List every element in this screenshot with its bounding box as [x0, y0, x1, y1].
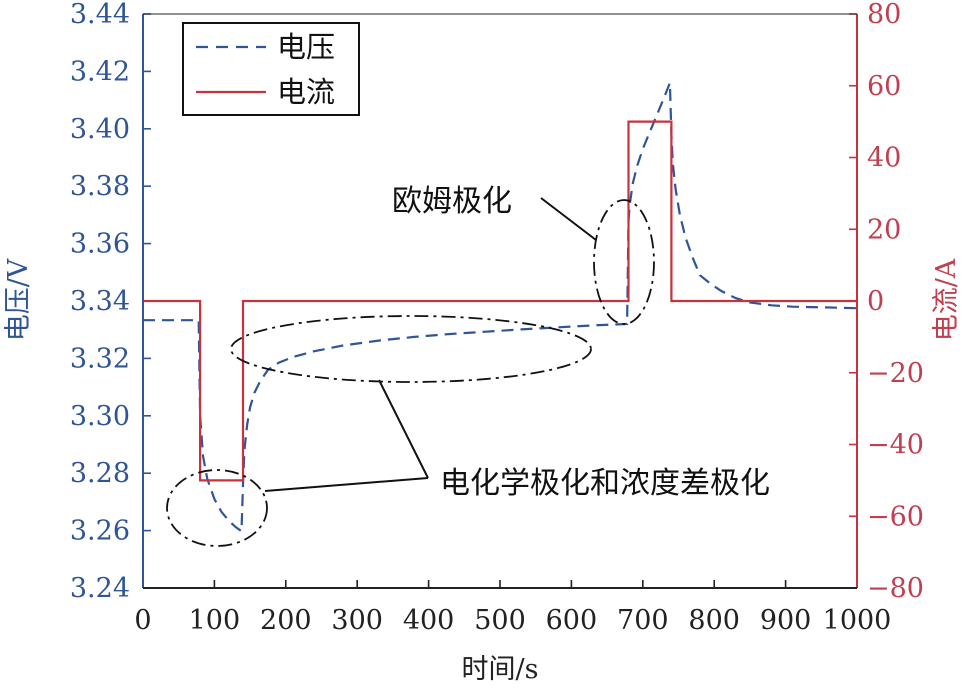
series-layer	[143, 82, 858, 534]
annotation-ohmic: 欧姆极化	[392, 184, 512, 219]
y-right-tick-label: −40	[867, 430, 924, 461]
series-current-line	[143, 120, 857, 482]
leader-ohmic	[540, 197, 597, 241]
y-left-tick-label: 3.36	[70, 229, 130, 260]
series-voltage-line	[143, 82, 858, 534]
y-left-tick-label: 3.28	[70, 458, 130, 489]
y-left-tick-label: 3.44	[70, 0, 130, 30]
y-right-tick-label: 40	[867, 143, 901, 174]
y-right-tick-label: −20	[867, 358, 924, 389]
y-right-axis-label: 电流/A	[931, 258, 962, 341]
legend-box	[182, 22, 360, 116]
x-tick-label: 400	[403, 605, 455, 636]
leader-electrochemical-2	[264, 477, 429, 492]
y-left-tick-label: 3.34	[70, 286, 130, 317]
ellipse-electrochemical-long	[230, 315, 592, 383]
x-tick-label: 500	[474, 605, 526, 636]
y-left-tick-label: 3.32	[70, 343, 130, 374]
y-left-axis-label: 电压/V	[3, 258, 34, 341]
x-tick-label: 200	[260, 605, 312, 636]
legend-label-current: 电流	[277, 75, 335, 109]
x-tick-label: 900	[760, 605, 812, 636]
legend-label-voltage: 电压	[277, 30, 335, 64]
legend: 电压 电流	[182, 22, 360, 116]
y-left-tick-label: 3.40	[70, 114, 130, 145]
x-tick-label: 1000	[823, 605, 892, 636]
annotation-electrochemical: 电化学极化和浓度差极化	[440, 466, 770, 501]
y-right-tick-label: 80	[867, 0, 901, 30]
y-right-tick-label: 20	[867, 214, 901, 245]
ticks-layer: 0 100 200 300 400 500 600 700 800 900 10003.243.26…	[70, 0, 924, 636]
y-left-tick-label: 3.30	[70, 401, 130, 432]
ellipse-electrochemical-dip	[166, 469, 268, 547]
leader-electrochemical-1	[378, 379, 429, 479]
x-tick-label: 700	[617, 605, 669, 636]
y-right-tick-label: 0	[867, 286, 884, 317]
x-tick-label: 600	[546, 605, 598, 636]
y-right-tick-label: 60	[867, 71, 901, 102]
x-tick-label: 800	[688, 605, 740, 636]
x-tick-label: 100	[189, 605, 241, 636]
x-tick-label: 0	[134, 605, 151, 636]
y-left-tick-label: 3.42	[70, 56, 130, 87]
y-right-tick-label: −60	[867, 501, 924, 532]
ellipse-ohmic	[593, 199, 655, 325]
y-left-tick-label: 3.38	[70, 171, 130, 202]
y-left-tick-label: 3.24	[70, 573, 130, 604]
x-axis-label: 时间/s	[462, 654, 539, 685]
y-left-tick-label: 3.26	[70, 516, 130, 547]
y-right-tick-label: −80	[867, 573, 924, 604]
x-tick-label: 300	[331, 605, 383, 636]
